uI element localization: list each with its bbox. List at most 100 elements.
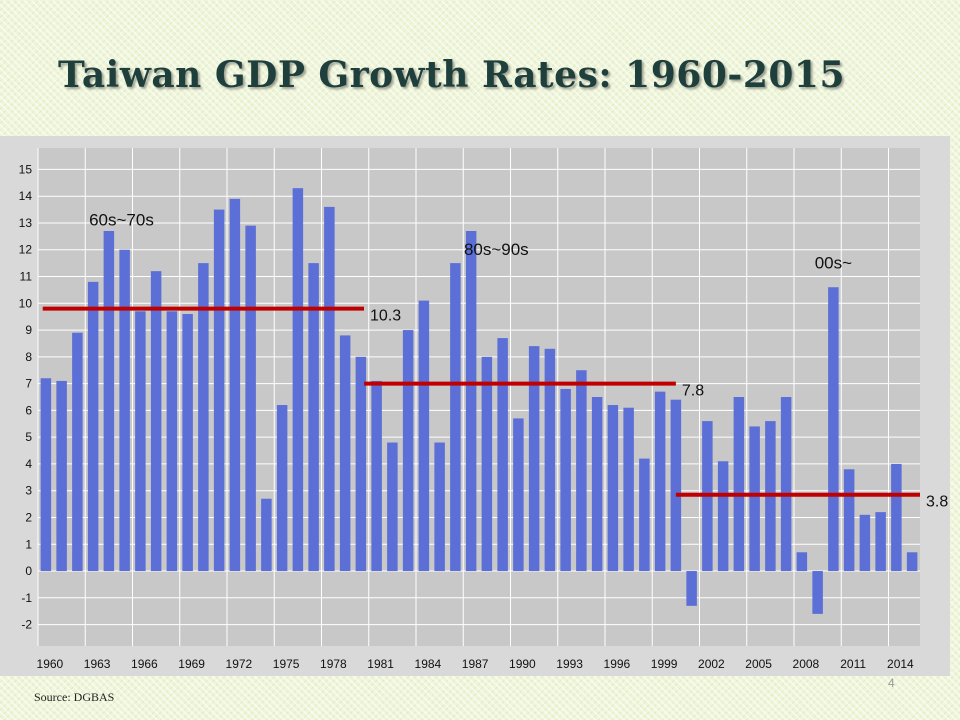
y-tick-label: -2: [21, 618, 32, 632]
bar-1970: [198, 263, 209, 572]
bar-1989: [497, 338, 508, 572]
bar-1972: [229, 198, 241, 572]
y-tick-label: 15: [19, 162, 33, 176]
bar-1965: [119, 249, 130, 572]
average-label: 7.8: [682, 383, 704, 400]
y-tick-label: 12: [19, 243, 33, 257]
x-tick-label: 2011: [840, 657, 866, 671]
bar-1966: [135, 311, 146, 572]
average-label: 3.8: [926, 494, 948, 511]
x-tick-label: 1972: [226, 657, 253, 671]
x-tick-label: 1999: [651, 657, 678, 671]
bar-1964: [103, 231, 115, 572]
era-label: 80s~90s: [464, 240, 529, 259]
bar-2011: [843, 469, 855, 572]
x-tick-label: 1984: [415, 657, 442, 671]
y-tick-label: 10: [19, 296, 33, 310]
slide-title: Taiwan GDP Growth Rates: 1960-2015: [58, 54, 846, 96]
x-tick-label: 2005: [745, 657, 772, 671]
era-label: 00s~: [815, 253, 852, 272]
bar-1985: [434, 442, 445, 572]
average-label: 10.3: [370, 308, 401, 325]
y-tick-label: -1: [21, 591, 32, 605]
x-tick-label: 2014: [887, 657, 914, 671]
y-tick-label: 8: [25, 350, 32, 364]
bar-2014: [891, 463, 902, 572]
x-tick-label: 1990: [509, 657, 536, 671]
bar-1975: [276, 405, 288, 572]
y-tick-label: 1: [25, 537, 32, 551]
x-tick-label: 1963: [84, 657, 111, 671]
bar-1986: [450, 263, 461, 572]
bar-1969: [182, 314, 193, 572]
x-tick-label: 1981: [367, 657, 394, 671]
bar-1973: [245, 225, 256, 572]
x-tick-label: 1966: [131, 657, 158, 671]
y-tick-label: 5: [25, 430, 32, 444]
bar-1993: [560, 388, 571, 572]
bar-2001: [686, 571, 697, 606]
bar-2015: [906, 552, 918, 572]
bar-1968: [166, 311, 178, 572]
y-tick-label: 13: [19, 216, 33, 230]
bar-1978: [324, 206, 335, 572]
bar-1992: [544, 348, 556, 572]
bar-2004: [733, 397, 745, 572]
bar-1977: [308, 263, 319, 572]
bar-1983: [402, 330, 414, 572]
bar-1984: [418, 300, 430, 572]
bar-2008: [796, 552, 808, 572]
x-tick-label: 1993: [556, 657, 583, 671]
y-tick-label: 7: [25, 377, 32, 391]
bar-1999: [654, 391, 666, 572]
x-tick-label: 1996: [604, 657, 631, 671]
bar-1961: [56, 380, 67, 572]
bar-2012: [859, 514, 871, 572]
bar-1981: [371, 380, 382, 572]
bar-1963: [87, 281, 99, 572]
bar-1987: [465, 231, 477, 572]
y-tick-label: 9: [25, 323, 32, 337]
bar-1967: [150, 271, 162, 572]
x-tick-label: 1987: [462, 657, 489, 671]
bar-1976: [292, 188, 304, 572]
bar-2013: [875, 512, 886, 572]
x-tick-label: 2008: [793, 657, 820, 671]
bar-1996: [607, 405, 619, 572]
chart-panel: 15 14 13 12 11 10 9 8 7 6 5 4 3 2 1 0 -1 -2 1960 1963 1966 19…: [0, 136, 950, 676]
bar-1971: [213, 209, 225, 572]
bar-1974: [261, 498, 272, 572]
bar-1960: [40, 378, 52, 572]
y-tick-label: 3: [25, 484, 32, 498]
x-tick-label: 1969: [178, 657, 205, 671]
bar-1988: [481, 356, 493, 572]
y-tick-label: 4: [25, 457, 32, 471]
y-tick-label: 11: [20, 270, 33, 284]
y-tick-label: 14: [19, 189, 33, 203]
bar-2009: [812, 571, 823, 614]
x-tick-label: 1978: [320, 657, 347, 671]
y-tick-label: 0: [25, 564, 32, 578]
bar-1979: [339, 335, 351, 572]
bar-1995: [591, 397, 603, 572]
bar-2005: [749, 426, 760, 572]
y-tick-label: 6: [25, 403, 32, 417]
bar-1990: [513, 418, 524, 572]
bar-1994: [576, 370, 587, 572]
page-number: 4: [888, 676, 895, 690]
source-note: Source: DGBAS: [34, 690, 115, 704]
x-tick-label: 2002: [698, 657, 725, 671]
bar-2010: [828, 287, 839, 572]
bar-2007: [780, 397, 792, 572]
bar-1991: [528, 346, 540, 572]
bar-2000: [670, 399, 682, 572]
bar-1998: [639, 458, 650, 572]
y-tick-label: 2: [25, 510, 32, 524]
x-tick-label: 1975: [273, 657, 300, 671]
bar-1997: [623, 407, 634, 572]
bar-1962: [72, 332, 83, 572]
era-label: 60s~70s: [89, 211, 154, 230]
bar-1982: [387, 442, 398, 572]
bar-2003: [717, 461, 729, 572]
